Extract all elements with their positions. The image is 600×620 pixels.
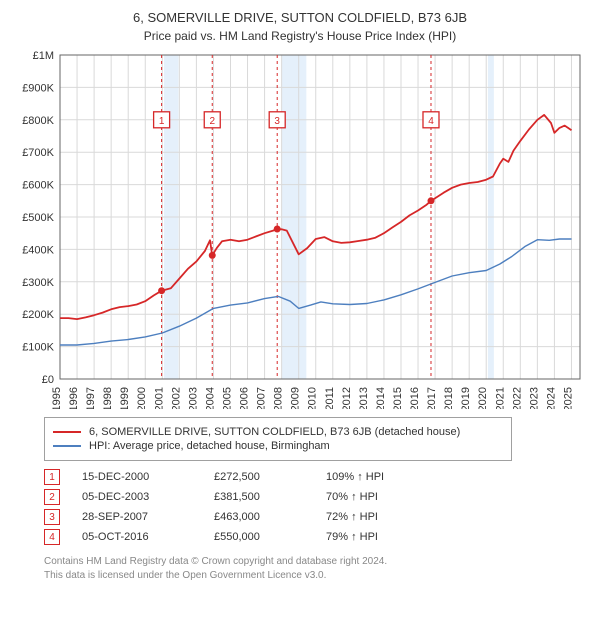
svg-text:2016: 2016	[409, 387, 421, 409]
legend-swatch-property	[53, 431, 81, 433]
svg-text:1998: 1998	[102, 387, 114, 409]
svg-text:1995: 1995	[51, 387, 63, 409]
sale-price: £272,500	[214, 471, 304, 483]
svg-text:1999: 1999	[119, 387, 131, 409]
svg-text:£200K: £200K	[22, 309, 54, 321]
svg-text:£100K: £100K	[22, 342, 54, 354]
sale-date: 05-OCT-2016	[82, 531, 192, 543]
svg-text:2005: 2005	[221, 387, 233, 409]
svg-text:£600K: £600K	[22, 180, 54, 192]
svg-text:1997: 1997	[85, 387, 97, 409]
sale-price: £463,000	[214, 511, 304, 523]
footnote-line: Contains HM Land Registry data © Crown c…	[44, 555, 586, 569]
sale-date: 15-DEC-2000	[82, 471, 192, 483]
svg-text:2021: 2021	[494, 387, 506, 409]
legend-swatch-hpi	[53, 445, 81, 447]
svg-text:4: 4	[428, 116, 434, 127]
svg-text:2019: 2019	[460, 387, 472, 409]
svg-text:1: 1	[159, 116, 165, 127]
svg-text:2004: 2004	[204, 387, 216, 409]
legend-item-hpi: HPI: Average price, detached house, Birm…	[53, 440, 503, 452]
table-row: 1 15-DEC-2000 £272,500 109% ↑ HPI	[44, 469, 586, 485]
svg-text:2008: 2008	[273, 387, 285, 409]
svg-text:2025: 2025	[562, 387, 574, 409]
sale-pct: 72% ↑ HPI	[326, 511, 436, 523]
sale-price: £550,000	[214, 531, 304, 543]
svg-text:2010: 2010	[307, 387, 319, 409]
legend-label-hpi: HPI: Average price, detached house, Birm…	[89, 440, 330, 452]
sales-table: 1 15-DEC-2000 £272,500 109% ↑ HPI 2 05-D…	[44, 469, 586, 545]
legend-label-property: 6, SOMERVILLE DRIVE, SUTTON COLDFIELD, B…	[89, 426, 460, 438]
svg-text:2020: 2020	[477, 387, 489, 409]
svg-text:£1M: £1M	[33, 50, 54, 62]
svg-text:2007: 2007	[256, 387, 268, 409]
sale-marker-icon: 1	[44, 469, 60, 485]
subtitle: Price paid vs. HM Land Registry's House …	[14, 29, 586, 43]
sale-date: 05-DEC-2003	[82, 491, 192, 503]
price-chart: £0 £100K £200K £300K £400K £500K £600K £700K £80…	[14, 49, 586, 409]
svg-text:2002: 2002	[170, 387, 182, 409]
table-row: 2 05-DEC-2003 £381,500 70% ↑ HPI	[44, 489, 586, 505]
svg-text:2006: 2006	[239, 387, 251, 409]
legend-item-property: 6, SOMERVILLE DRIVE, SUTTON COLDFIELD, B…	[53, 426, 503, 438]
svg-text:2023: 2023	[528, 387, 540, 409]
svg-text:£300K: £300K	[22, 277, 54, 289]
svg-text:2018: 2018	[443, 387, 455, 409]
svg-text:2001: 2001	[153, 387, 165, 409]
svg-text:2000: 2000	[136, 387, 148, 409]
svg-text:£0: £0	[42, 374, 54, 386]
svg-text:2013: 2013	[358, 387, 370, 409]
sale-marker-icon: 3	[44, 509, 60, 525]
sale-price: £381,500	[214, 491, 304, 503]
svg-text:3: 3	[274, 116, 280, 127]
svg-text:2003: 2003	[187, 387, 199, 409]
footnote-line: This data is licensed under the Open Gov…	[44, 569, 586, 583]
svg-text:£400K: £400K	[22, 244, 54, 256]
svg-text:£500K: £500K	[22, 212, 54, 224]
sale-marker-icon: 4	[44, 529, 60, 545]
svg-text:2011: 2011	[324, 387, 336, 409]
sale-date: 28-SEP-2007	[82, 511, 192, 523]
svg-text:2014: 2014	[375, 387, 387, 409]
svg-text:2012: 2012	[341, 387, 353, 409]
address-title: 6, SOMERVILLE DRIVE, SUTTON COLDFIELD, B…	[14, 10, 586, 25]
sale-pct: 70% ↑ HPI	[326, 491, 436, 503]
legend: 6, SOMERVILLE DRIVE, SUTTON COLDFIELD, B…	[44, 417, 512, 461]
footnote: Contains HM Land Registry data © Crown c…	[44, 555, 586, 582]
svg-text:2024: 2024	[545, 387, 557, 409]
svg-text:£900K: £900K	[22, 82, 54, 94]
table-row: 4 05-OCT-2016 £550,000 79% ↑ HPI	[44, 529, 586, 545]
svg-text:1996: 1996	[68, 387, 80, 409]
svg-text:£700K: £700K	[22, 147, 54, 159]
svg-text:2022: 2022	[511, 387, 523, 409]
sale-marker-icon: 2	[44, 489, 60, 505]
svg-text:£800K: £800K	[22, 115, 54, 127]
svg-text:2017: 2017	[426, 387, 438, 409]
table-row: 3 28-SEP-2007 £463,000 72% ↑ HPI	[44, 509, 586, 525]
sale-pct: 109% ↑ HPI	[326, 471, 436, 483]
svg-text:2015: 2015	[392, 387, 404, 409]
sale-pct: 79% ↑ HPI	[326, 531, 436, 543]
svg-text:2009: 2009	[290, 387, 302, 409]
svg-text:2: 2	[209, 116, 215, 127]
